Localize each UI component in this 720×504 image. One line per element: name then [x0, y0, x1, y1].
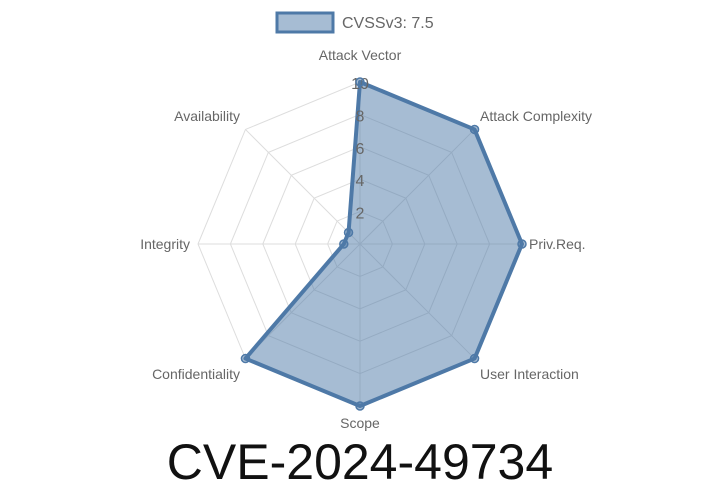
data-point: [355, 77, 365, 87]
axis-label-availability: Availability: [174, 108, 240, 124]
cve-title: CVE-2024-49734: [166, 434, 554, 490]
tick-label: 2: [356, 206, 365, 223]
axis-label-integrity: Integrity: [140, 236, 190, 252]
axis-label-attack-complexity: Attack Complexity: [480, 108, 592, 124]
axis-label-priv-req-: Priv.Req.: [529, 236, 586, 252]
data-point: [343, 227, 354, 238]
tick-label: 6: [356, 141, 365, 158]
data-point: [339, 239, 349, 249]
axis-label-scope: Scope: [340, 415, 380, 431]
data-point: [469, 353, 480, 364]
axis-label-attack-vector: Attack Vector: [319, 47, 402, 63]
data-point: [469, 124, 480, 135]
data-point: [517, 239, 527, 249]
axis-label-confidentiality: Confidentiality: [152, 366, 240, 382]
axis-label-user-interaction: User Interaction: [480, 366, 579, 382]
data-point: [240, 353, 251, 364]
tick-label: 4: [356, 173, 365, 190]
legend-swatch: [275, 11, 335, 34]
tick-label: 8: [356, 108, 365, 125]
data-point: [355, 401, 365, 411]
legend-label: CVSSv3: 7.5: [342, 15, 434, 32]
grid-spoke: [245, 129, 361, 245]
